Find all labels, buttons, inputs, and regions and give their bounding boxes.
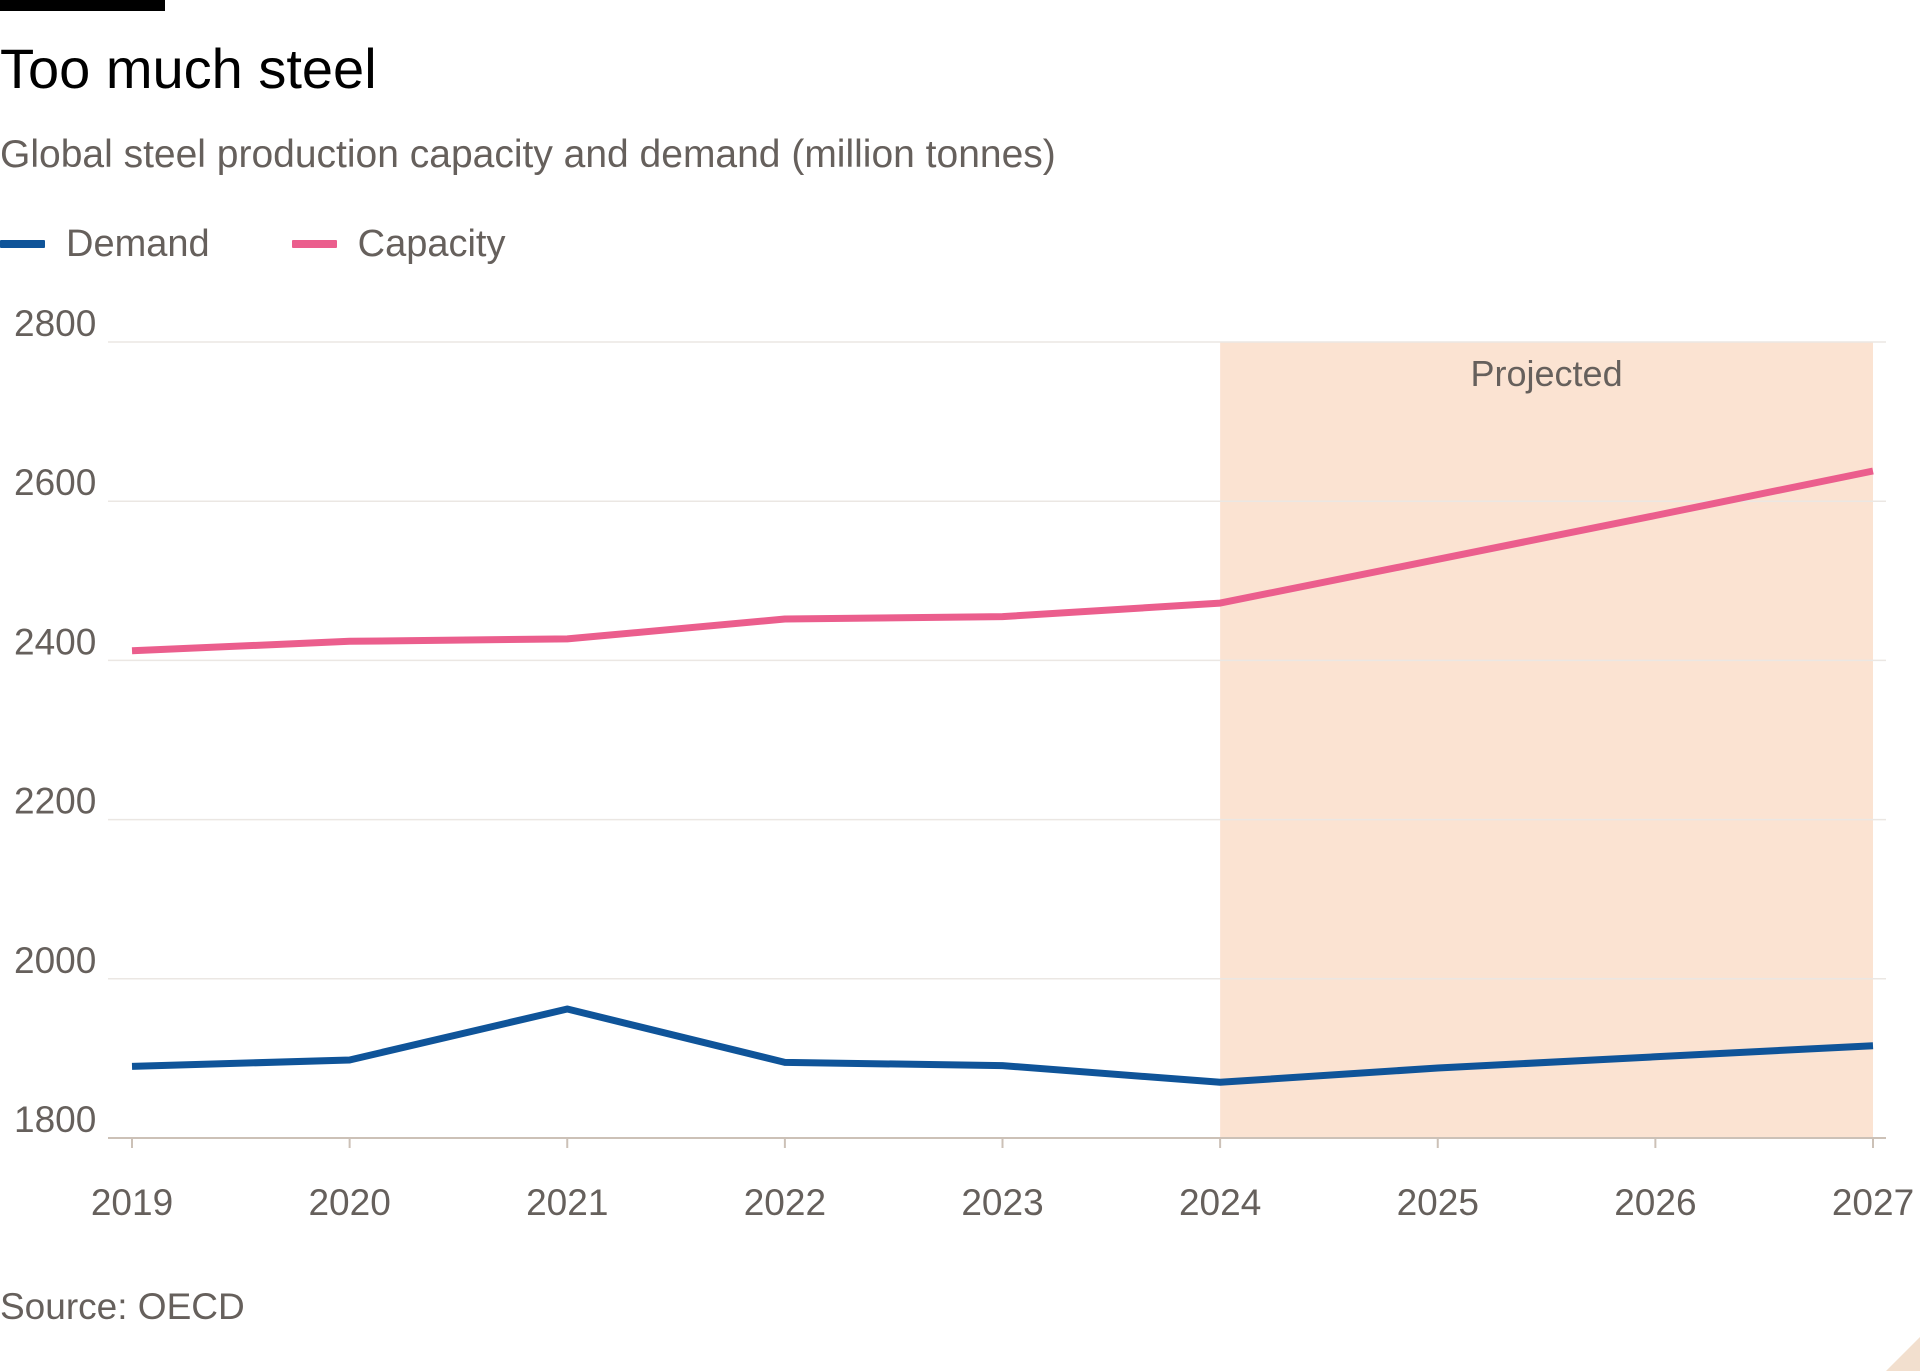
legend-label-capacity: Capacity bbox=[357, 222, 506, 265]
chart-title: Too much steel bbox=[0, 37, 377, 100]
chart-subtitle: Global steel production capacity and dem… bbox=[0, 133, 1056, 176]
x-tick-label: 2021 bbox=[526, 1182, 608, 1223]
series-line-demand bbox=[131, 1005, 1874, 1086]
x-tick-label: 2024 bbox=[1179, 1182, 1261, 1223]
source-note: Source: OECD bbox=[0, 1286, 245, 1327]
y-tick-label: 2600 bbox=[14, 462, 96, 503]
x-tick-label: 2025 bbox=[1397, 1182, 1479, 1223]
legend-swatch-demand bbox=[0, 240, 45, 248]
projected-label: Projected bbox=[1471, 353, 1623, 394]
corner-mark bbox=[1886, 1337, 1920, 1371]
y-tick-label: 2200 bbox=[14, 781, 96, 822]
x-tick-label: 2023 bbox=[961, 1182, 1043, 1223]
legend-item-demand: Demand bbox=[0, 223, 210, 266]
x-tick-label: 2026 bbox=[1614, 1182, 1696, 1223]
brand-bar bbox=[0, 0, 165, 11]
x-tick-label: 2020 bbox=[308, 1182, 390, 1223]
legend-label-demand: Demand bbox=[66, 222, 210, 265]
series-line-capacity bbox=[131, 467, 1874, 655]
chart-legend: Demand Capacity bbox=[0, 221, 587, 267]
y-tick-label: 2800 bbox=[14, 303, 96, 344]
legend-item-capacity: Capacity bbox=[291, 222, 506, 266]
x-tick-label: 2019 bbox=[91, 1182, 173, 1223]
x-tick-label: 2022 bbox=[744, 1182, 826, 1223]
legend-swatch-capacity bbox=[291, 240, 337, 248]
projected-shading bbox=[1220, 342, 1873, 1138]
x-tick-label: 2027 bbox=[1832, 1182, 1914, 1223]
y-tick-label: 2400 bbox=[14, 621, 96, 662]
y-tick-label: 1800 bbox=[14, 1099, 96, 1140]
y-tick-label: 2000 bbox=[14, 940, 96, 981]
